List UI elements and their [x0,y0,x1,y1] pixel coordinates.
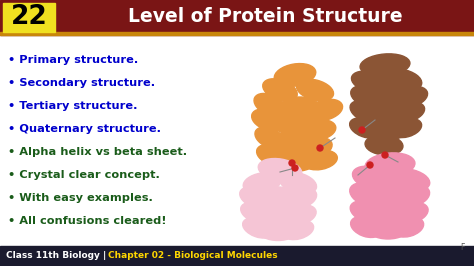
Bar [0,246,474,266]
Circle shape [359,127,365,133]
Ellipse shape [240,187,274,209]
Ellipse shape [360,54,410,76]
Ellipse shape [284,205,316,225]
Text: • Crystal clear concept.: • Crystal clear concept. [8,170,160,180]
Ellipse shape [365,135,403,155]
Ellipse shape [243,173,281,193]
Ellipse shape [366,119,406,140]
Ellipse shape [272,132,312,154]
Ellipse shape [263,79,297,101]
Ellipse shape [308,99,343,121]
Ellipse shape [303,150,337,170]
Text: 22: 22 [10,5,47,31]
Ellipse shape [351,86,385,108]
Ellipse shape [392,86,428,108]
Ellipse shape [386,169,430,192]
Text: Level of Protein Structure: Level of Protein Structure [128,7,402,27]
Ellipse shape [252,109,284,131]
Ellipse shape [258,219,298,240]
Text: F: F [460,243,465,252]
Ellipse shape [394,185,429,207]
Ellipse shape [274,64,316,86]
Ellipse shape [365,153,415,177]
Ellipse shape [300,120,336,140]
Text: • With easy examples.: • With easy examples. [8,193,153,203]
Ellipse shape [392,102,425,122]
Ellipse shape [351,217,382,238]
Ellipse shape [280,97,320,119]
Ellipse shape [350,101,382,123]
Ellipse shape [275,149,315,171]
Text: • Tertiary structure.: • Tertiary structure. [8,101,137,111]
Ellipse shape [283,187,317,209]
Ellipse shape [350,201,384,223]
Ellipse shape [368,184,416,208]
Text: • Alpha helix vs beta sheet.: • Alpha helix vs beta sheet. [8,147,187,157]
Circle shape [292,165,298,171]
Ellipse shape [298,137,332,159]
Ellipse shape [255,127,285,149]
Ellipse shape [394,202,428,224]
Circle shape [367,162,373,168]
Text: Chapter 02 - Biological Molecules: Chapter 02 - Biological Molecules [108,251,278,260]
Ellipse shape [392,217,424,237]
Ellipse shape [353,166,392,190]
Circle shape [382,152,388,158]
Bar [0,0,474,35]
Ellipse shape [378,69,422,92]
Ellipse shape [274,114,316,136]
Ellipse shape [391,118,422,138]
Ellipse shape [256,187,300,209]
Ellipse shape [283,220,314,240]
Ellipse shape [367,201,413,225]
Ellipse shape [280,172,317,194]
Circle shape [317,145,323,151]
Ellipse shape [367,217,409,239]
Ellipse shape [351,71,389,93]
Text: • Primary structure.: • Primary structure. [8,55,138,65]
Bar [0,32,474,35]
Ellipse shape [350,118,380,138]
Ellipse shape [369,86,415,108]
Ellipse shape [366,103,410,125]
Ellipse shape [243,218,273,238]
Ellipse shape [254,93,286,117]
Text: • Secondary structure.: • Secondary structure. [8,78,155,88]
Ellipse shape [350,183,386,207]
Ellipse shape [258,159,302,181]
Text: • All confusions cleared!: • All confusions cleared! [8,216,166,226]
Bar [3,3,55,32]
Circle shape [289,160,295,166]
Ellipse shape [257,204,299,226]
Ellipse shape [296,79,334,101]
Text: Class 11th Biology |: Class 11th Biology | [6,251,109,260]
Ellipse shape [241,202,273,224]
Ellipse shape [256,144,287,165]
Text: • Quaternary structure.: • Quaternary structure. [8,124,161,134]
